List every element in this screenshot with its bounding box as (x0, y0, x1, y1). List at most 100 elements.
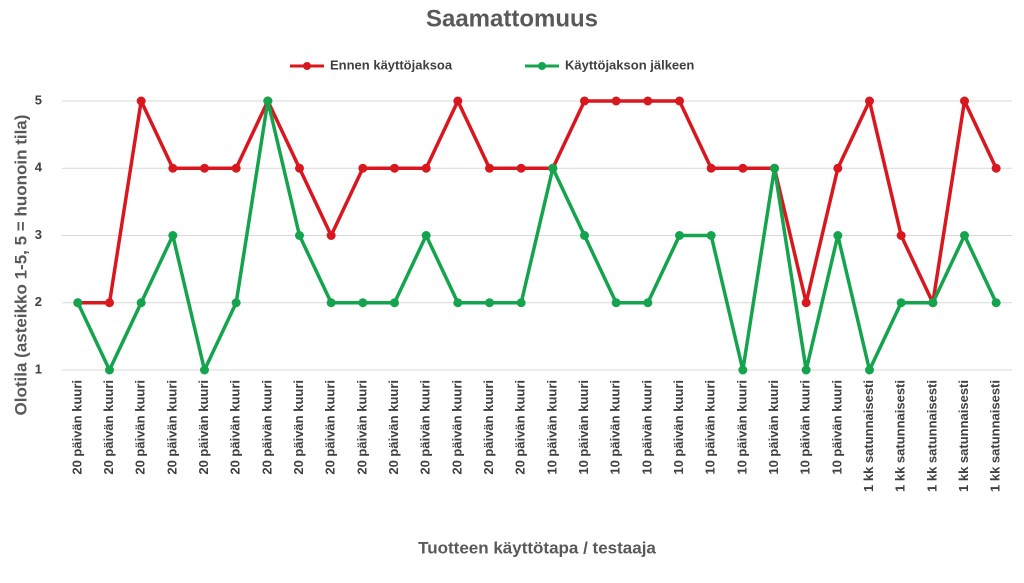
x-tick-label: 10 päivän kuuri (639, 380, 654, 475)
x-tick-label: 10 päivän kuuri (734, 380, 749, 475)
data-point (168, 231, 178, 240)
x-tick-label: 10 päivän kuuri (798, 380, 813, 475)
data-point (390, 298, 399, 308)
data-point (326, 231, 336, 240)
x-tick-label: 1 kk satunnaisesti (924, 380, 939, 492)
y-axis-label: Olotila (asteikko 1-5, 5 = huonoin tila) (11, 115, 30, 416)
legend-marker (538, 62, 546, 70)
data-point (675, 96, 684, 106)
x-axis-label: Tuotteen käyttötapa / testaaja (418, 538, 656, 557)
data-point (263, 96, 273, 106)
data-point (706, 163, 716, 173)
data-point (801, 298, 811, 308)
x-tick-label: 10 päivän kuuri (544, 380, 559, 475)
x-tick-label: 10 päivän kuuri (608, 380, 623, 475)
data-point (960, 96, 969, 106)
x-tick-label: 20 päivän kuuri (228, 380, 243, 475)
data-point (611, 298, 621, 308)
data-point (516, 163, 526, 173)
data-point (168, 163, 178, 173)
data-point (295, 163, 304, 173)
x-tick-label: 10 päivän kuuri (766, 380, 781, 475)
data-point (358, 298, 368, 308)
y-tick-label: 2 (35, 294, 42, 309)
x-tick-label: 20 päivän kuuri (323, 380, 338, 475)
data-point (738, 365, 748, 375)
data-point (231, 298, 241, 308)
y-tick-label: 1 (35, 361, 42, 376)
data-point (421, 163, 431, 173)
data-point (453, 298, 463, 308)
x-tick-label: 10 päivän kuuri (671, 380, 686, 475)
data-point (896, 298, 906, 308)
data-point (801, 365, 811, 375)
series-line (76, 99, 998, 372)
data-point (295, 231, 304, 240)
x-tick-label: 20 päivän kuuri (69, 380, 84, 475)
data-point (326, 298, 336, 308)
data-point (991, 163, 1001, 173)
y-tick-label: 3 (35, 227, 42, 242)
data-point (485, 298, 494, 308)
x-tick-label: 20 päivän kuuri (354, 380, 369, 475)
data-point (611, 96, 621, 106)
legend-label: Ennen käyttöjaksoa (330, 57, 453, 72)
data-point (865, 96, 874, 106)
x-tick-label: 20 päivän kuuri (418, 380, 433, 475)
x-tick-label: 20 päivän kuuri (513, 380, 528, 475)
x-tick-label: 1 kk satunnaisesti (988, 380, 1003, 492)
data-point (231, 163, 241, 173)
data-point (136, 96, 146, 106)
data-point (991, 298, 1001, 308)
data-point (960, 231, 969, 240)
y-tick-label: 5 (35, 92, 42, 107)
x-tick-label: 20 päivän kuuri (386, 380, 401, 475)
data-point (453, 96, 463, 106)
data-point (580, 96, 589, 106)
data-point (643, 96, 653, 106)
data-point (770, 163, 779, 173)
chart-title: Saamattomuus (426, 5, 598, 32)
x-tick-label: 20 päivän kuuri (481, 380, 496, 475)
x-tick-label: 1 kk satunnaisesti (956, 380, 971, 492)
data-point (833, 231, 843, 240)
x-tick-label: 20 päivän kuuri (133, 380, 148, 475)
data-point (200, 365, 209, 375)
data-point (105, 365, 114, 375)
x-tick-label: 20 päivän kuuri (259, 380, 274, 475)
data-point (516, 298, 526, 308)
x-tick-label: 10 päivän kuuri (829, 380, 844, 475)
data-point (358, 163, 368, 173)
data-point (580, 231, 589, 240)
y-tick-label: 4 (35, 160, 43, 175)
data-point (928, 298, 938, 308)
x-tick-label: 20 päivän kuuri (101, 380, 116, 475)
x-tick-label: 20 päivän kuuri (196, 380, 211, 475)
x-tick-label: 20 päivän kuuri (291, 380, 306, 475)
data-point (390, 163, 399, 173)
data-point (421, 231, 431, 240)
data-point (738, 163, 748, 173)
x-tick-label: 1 kk satunnaisesti (893, 380, 908, 492)
legend-marker (303, 62, 311, 70)
data-point (136, 298, 146, 308)
x-tick-label: 1 kk satunnaisesti (861, 380, 876, 492)
data-point (200, 163, 209, 173)
data-point (706, 231, 716, 240)
data-point (896, 231, 906, 240)
legend-label: Käyttöjakson jälkeen (565, 57, 694, 72)
x-tick-label: 20 päivän kuuri (164, 380, 179, 475)
data-point (105, 298, 114, 308)
data-point (643, 298, 653, 308)
data-point (833, 163, 843, 173)
x-tick-label: 10 päivän kuuri (703, 380, 718, 475)
x-tick-label: 10 päivän kuuri (576, 380, 591, 475)
data-point (485, 163, 494, 173)
x-tick-label: 20 päivän kuuri (449, 380, 464, 475)
data-point (675, 231, 684, 240)
data-point (73, 298, 83, 308)
data-point (865, 365, 874, 375)
series-line (77, 99, 998, 305)
data-point (548, 163, 558, 173)
